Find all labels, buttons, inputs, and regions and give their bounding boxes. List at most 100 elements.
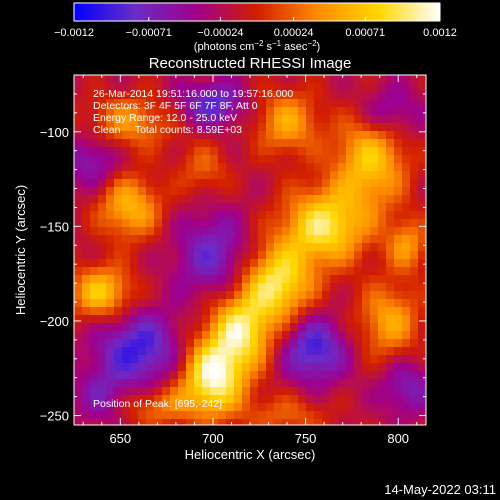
heatmap-cell — [386, 227, 395, 236]
heatmap-cell — [322, 339, 331, 348]
heatmap-cell — [242, 107, 251, 116]
heatmap-cell — [242, 83, 251, 92]
heatmap-cell — [74, 131, 83, 140]
heatmap-cell — [178, 403, 187, 412]
heatmap-cell — [106, 331, 115, 340]
heatmap-cell — [354, 395, 363, 404]
heatmap-cell — [298, 139, 307, 148]
heatmap-cell — [370, 147, 379, 156]
heatmap-cell — [314, 147, 323, 156]
heatmap-cell — [226, 99, 235, 108]
heatmap-cell — [322, 203, 331, 212]
heatmap-cell — [306, 115, 315, 124]
heatmap-cell — [162, 403, 171, 412]
heatmap-cell — [114, 83, 123, 92]
heatmap-cell — [234, 339, 243, 348]
heatmap-cell — [402, 331, 411, 340]
heatmap-cell — [298, 123, 307, 132]
heatmap-cell — [370, 259, 379, 268]
heatmap-cell — [266, 227, 275, 236]
heatmap-cell — [250, 411, 259, 420]
heatmap-cell — [218, 387, 227, 396]
heatmap-cell — [346, 235, 355, 244]
heatmap-cell — [322, 171, 331, 180]
heatmap-cell — [362, 323, 371, 332]
heatmap-cell — [218, 171, 227, 180]
heatmap-cell — [290, 195, 299, 204]
heatmap-cell — [154, 315, 163, 324]
heatmap-cell — [274, 275, 283, 284]
heatmap-cell — [186, 403, 195, 412]
heatmap-cell — [298, 339, 307, 348]
heatmap-cell — [258, 155, 267, 164]
heatmap-cell — [370, 83, 379, 92]
heatmap-cell — [90, 235, 99, 244]
heatmap-cell — [210, 219, 219, 228]
heatmap-cell — [418, 323, 426, 332]
heatmap-cell — [114, 299, 123, 308]
heatmap-cell — [122, 83, 131, 92]
heatmap-cell — [178, 131, 187, 140]
heatmap-cell — [114, 379, 123, 388]
heatmap-cell — [266, 195, 275, 204]
heatmap-cell — [266, 267, 275, 276]
heatmap-cell — [114, 411, 123, 420]
heatmap-cell — [250, 403, 259, 412]
heatmap-cell — [194, 155, 203, 164]
heatmap-cell — [306, 363, 315, 372]
heatmap-cell — [98, 331, 107, 340]
heatmap-cell — [258, 187, 267, 196]
heatmap-cell — [306, 355, 315, 364]
heatmap-cell — [138, 187, 147, 196]
heatmap-cell — [306, 291, 315, 300]
heatmap-cell — [298, 291, 307, 300]
heatmap-cell — [282, 243, 291, 252]
heatmap-cell — [418, 219, 426, 228]
heatmap-cell — [226, 355, 235, 364]
heatmap-cell — [322, 355, 331, 364]
heatmap-cell — [210, 363, 219, 372]
heatmap-cell — [130, 99, 139, 108]
heatmap-cell — [410, 275, 419, 284]
heatmap-cell — [322, 403, 331, 412]
heatmap-cell — [210, 267, 219, 276]
heatmap-cell — [338, 123, 347, 132]
heatmap-cell — [122, 171, 131, 180]
heatmap-cell — [394, 155, 403, 164]
heatmap-cell — [90, 355, 99, 364]
heatmap-cell — [282, 219, 291, 228]
heatmap-cell — [218, 131, 227, 140]
heatmap-cell — [122, 363, 131, 372]
heatmap-cell — [386, 91, 395, 100]
heatmap-cell — [250, 371, 259, 380]
heatmap-cell — [162, 315, 171, 324]
heatmap-cell — [202, 299, 211, 308]
heatmap-cell — [410, 171, 419, 180]
heatmap-cell — [194, 395, 203, 404]
heatmap-cell — [266, 379, 275, 388]
heatmap-cell — [354, 99, 363, 108]
heatmap-cell — [346, 227, 355, 236]
heatmap-cell — [162, 147, 171, 156]
heatmap-cell — [202, 123, 211, 132]
heatmap-cell — [210, 187, 219, 196]
heatmap-cell — [282, 99, 291, 108]
heatmap-cell — [410, 163, 419, 172]
heatmap-cell — [114, 363, 123, 372]
heatmap-cell — [194, 419, 203, 425]
heatmap-cell — [194, 315, 203, 324]
heatmap-cell — [266, 83, 275, 92]
heatmap-cell — [98, 371, 107, 380]
heatmap-cell — [386, 115, 395, 124]
heatmap-cell — [82, 339, 91, 348]
heatmap-cell — [154, 387, 163, 396]
heatmap-cell — [250, 243, 259, 252]
heatmap-cell — [378, 99, 387, 108]
heatmap-cell — [170, 387, 179, 396]
heatmap-cell — [322, 299, 331, 308]
heatmap-cell — [210, 331, 219, 340]
heatmap-cell — [234, 219, 243, 228]
heatmap-cell — [234, 419, 243, 425]
heatmap-cell — [258, 387, 267, 396]
heatmap-cell — [226, 275, 235, 284]
